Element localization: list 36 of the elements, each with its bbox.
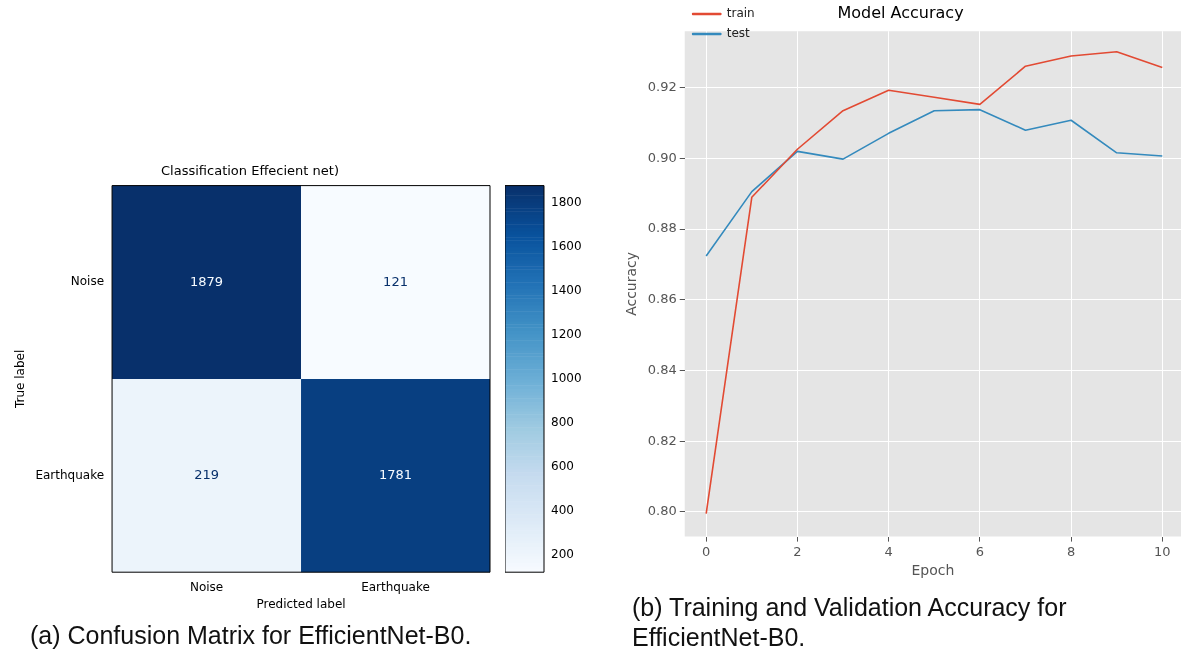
y-axis-title: Accuracy (623, 251, 640, 316)
legend-label: train (726, 6, 755, 21)
text: (a) Confusion Matrix for EfficientNet-B0. (30, 620, 473, 650)
color-bar-label: 200 (551, 546, 574, 561)
color-bar-label: 1200 (551, 327, 582, 342)
y-tick-label: 0.84 (647, 361, 677, 377)
color-bar-label: 400 (551, 502, 574, 517)
chart-title: Classification Effecient net) (161, 163, 339, 179)
x-tick-label: 2 (793, 543, 802, 559)
y-axis-title: True label (13, 349, 28, 410)
x-tick-label: 4 (884, 543, 893, 559)
data-label: 1879 (190, 273, 224, 289)
text: (b) Training and Validation Accuracy for EfficientNet-B0. (632, 592, 1068, 652)
x-tick-label: 10 (1154, 543, 1171, 559)
legend-label: test (726, 26, 751, 41)
x-tick-label: 6 (975, 543, 984, 559)
y-tick-label: 0.86 (647, 291, 677, 307)
data-label: 121 (383, 273, 408, 289)
y-tick-label: 0.88 (647, 220, 677, 236)
x-axis-title: Epoch (911, 562, 955, 579)
y-tick-label: 0.92 (647, 79, 677, 95)
data-label: 219 (194, 466, 219, 482)
color-bar-label: 1400 (551, 283, 582, 298)
x-tick-label: 0 (702, 543, 711, 559)
color-bar-label: 1800 (551, 195, 582, 210)
y-tick-label: 0.80 (647, 503, 677, 519)
data-label: 1781 (378, 466, 413, 482)
x-axis-title: Predicted label (256, 596, 346, 611)
color-bar-label: 600 (551, 458, 574, 473)
color-bar-label: 1000 (551, 371, 582, 386)
color-bar-label: 1600 (551, 239, 582, 254)
color-bar-label: 800 (551, 415, 574, 430)
y-tick-label: 0.90 (647, 149, 677, 165)
x-tick-label: 8 (1066, 543, 1076, 559)
y-tick-label: 0.82 (647, 432, 677, 448)
chart-title: Model Accuracy (837, 2, 964, 22)
